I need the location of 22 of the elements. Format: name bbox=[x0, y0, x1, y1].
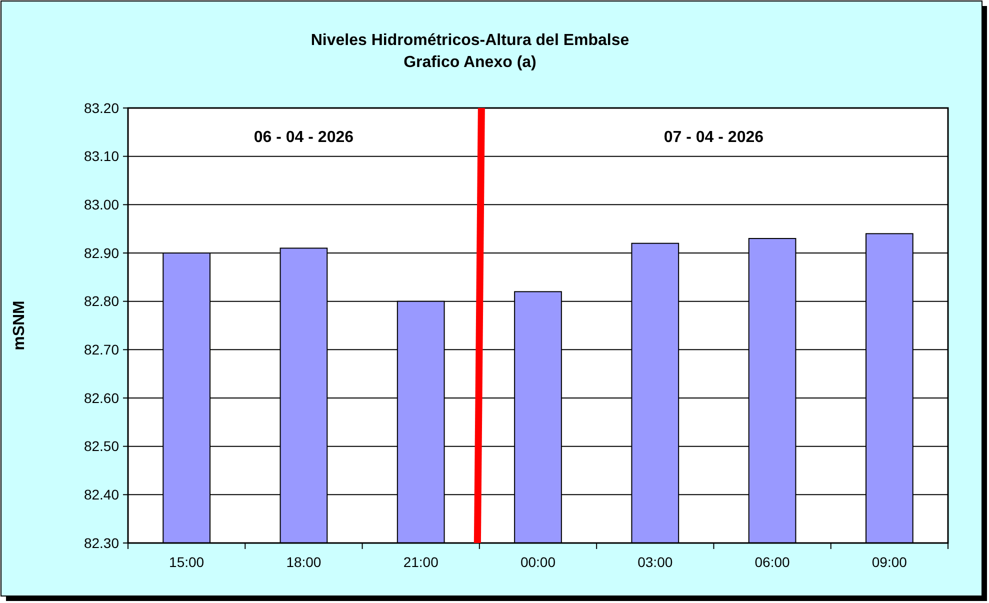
x-tick-label: 18:00 bbox=[286, 554, 322, 570]
y-tick-label: 83.00 bbox=[84, 196, 120, 213]
y-tick-label: 82.90 bbox=[84, 244, 120, 261]
x-tick-label: 09:00 bbox=[872, 554, 908, 570]
x-tick-label: 00:00 bbox=[520, 554, 556, 570]
y-tick-label: 82.80 bbox=[84, 293, 120, 310]
y-tick-label: 82.40 bbox=[84, 486, 120, 503]
annotation: 06 - 04 - 2026 bbox=[254, 129, 354, 146]
x-tick-label: 21:00 bbox=[403, 554, 439, 570]
y-tick-label: 83.10 bbox=[84, 148, 120, 164]
x-tick-label: 15:00 bbox=[169, 554, 204, 570]
y-tick-label: 82.50 bbox=[84, 438, 120, 454]
y-tick-label: 82.70 bbox=[84, 342, 120, 358]
y-tick-label: 83.20 bbox=[84, 100, 120, 116]
y-tick-label: 82.60 bbox=[84, 390, 120, 406]
y-axis-title: mSNM bbox=[11, 300, 28, 350]
annotation: 07 - 04 - 2026 bbox=[664, 129, 764, 146]
y-tick-label: 82.30 bbox=[84, 534, 120, 551]
x-tick-label: 06:00 bbox=[754, 554, 790, 570]
chart-title: Niveles Hidrométricos-Altura del Embalse bbox=[310, 32, 630, 49]
chart-subtitle: Grafico Anexo (a) bbox=[404, 54, 536, 71]
x-tick-label: 03:00 bbox=[638, 554, 673, 570]
